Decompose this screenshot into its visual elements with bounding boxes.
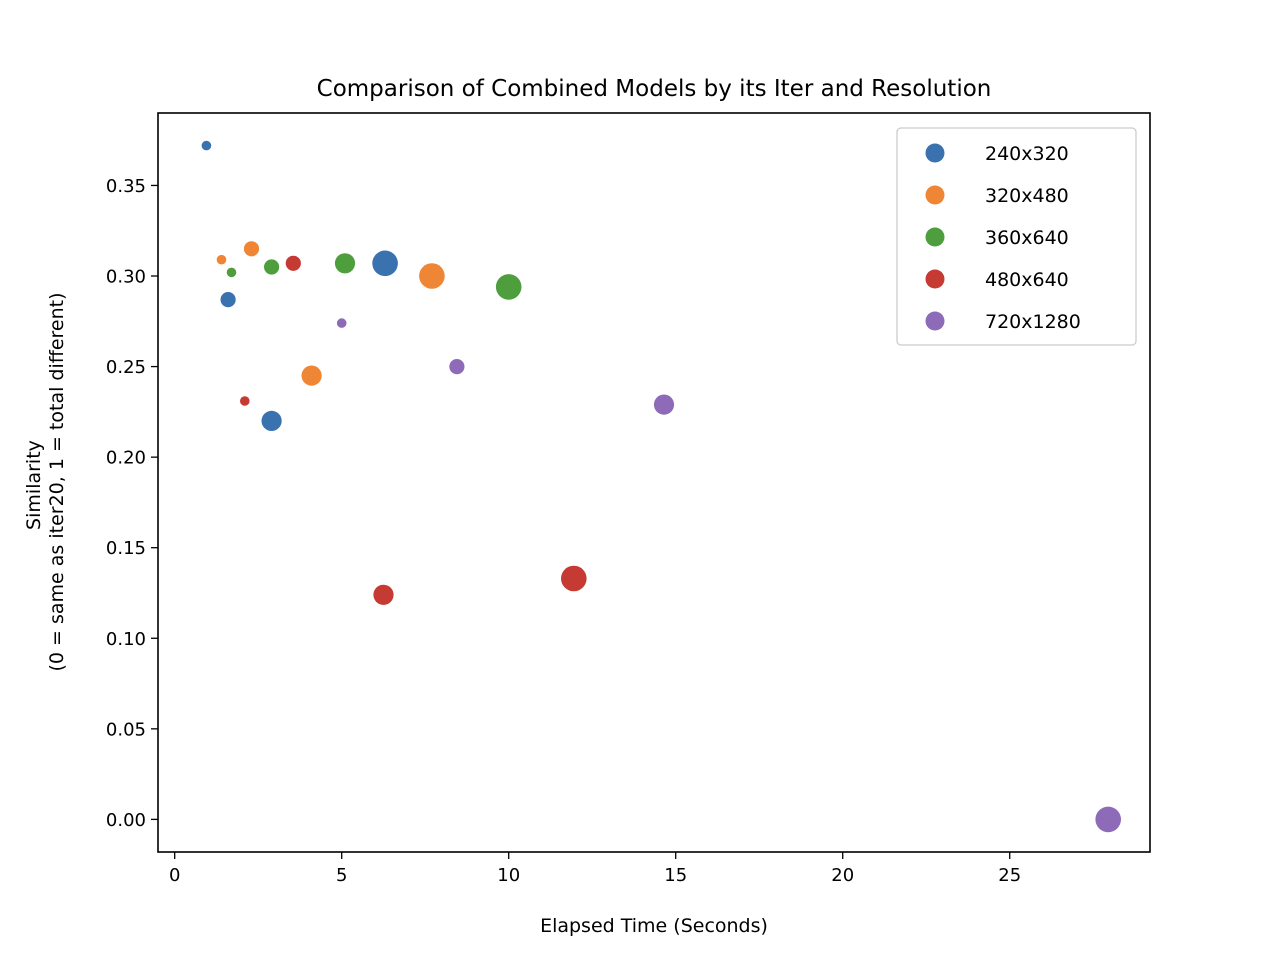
point-320x480-3: [301, 365, 322, 386]
point-720x1280-1: [336, 318, 347, 328]
legend-box: [896, 127, 1137, 346]
chart-title: Comparison of Combined Models by its Ite…: [317, 76, 992, 102]
point-240x320-4: [372, 250, 398, 277]
point-320x480-4: [419, 263, 445, 289]
y-tick-label-3: 0.15: [106, 538, 146, 559]
y-axis-label-line-2: (0 = same as iter20, 1 = total different…: [46, 292, 68, 671]
y-tick-label-5: 0.25: [106, 357, 146, 378]
point-360x640-1: [226, 267, 237, 278]
y-tick-label-6: 0.30: [106, 267, 146, 288]
point-320x480-1: [216, 254, 227, 265]
point-360x640-3: [334, 253, 356, 274]
x-axis: 0 5 10 15 20 25: [169, 852, 1021, 886]
point-480x640-4: [561, 565, 587, 592]
legend-marker-480x640: [925, 269, 945, 289]
legend-marker-720x1280: [925, 311, 945, 331]
point-240x320-2: [220, 292, 236, 308]
data-points: [201, 140, 1121, 833]
legend-marker-240x320: [925, 143, 945, 163]
point-720x1280-4: [1095, 806, 1121, 833]
y-tick-label-0: 0.00: [106, 810, 146, 831]
y-tick-label-7: 0.35: [106, 176, 146, 197]
y-axis-label: Similarity (0 = same as iter20, 1 = tota…: [23, 292, 68, 671]
point-320x480-2: [243, 241, 260, 257]
legend-label-240x320: 240x320: [985, 143, 1069, 165]
legend-marker-360x640: [925, 227, 945, 247]
x-tick-label-0: 0: [169, 865, 180, 886]
point-240x320-3: [261, 410, 282, 431]
legend-label-360x640: 360x640: [985, 227, 1069, 249]
legend-marker-320x480: [925, 185, 945, 205]
y-tick-label-2: 0.10: [106, 629, 146, 650]
legend-label-320x480: 320x480: [985, 185, 1069, 207]
legend: 240x320 320x480 360x640 480x640 720x1280: [896, 127, 1137, 346]
point-360x640-4: [495, 274, 522, 300]
x-tick-label-4: 20: [831, 865, 854, 886]
x-tick-label-3: 15: [664, 865, 687, 886]
y-tick-label-4: 0.20: [106, 448, 146, 469]
y-axis-label-line-1: Similarity: [23, 440, 45, 530]
x-tick-label-5: 25: [998, 865, 1021, 886]
point-240x320-1: [201, 140, 212, 151]
y-tick-label-1: 0.05: [106, 719, 146, 740]
point-720x1280-2: [449, 359, 465, 375]
point-480x640-3: [373, 584, 394, 605]
point-360x640-2: [264, 259, 280, 275]
legend-label-720x1280: 720x1280: [985, 311, 1081, 333]
legend-label-480x640: 480x640: [985, 269, 1069, 291]
x-axis-label: Elapsed Time (Seconds): [540, 915, 768, 937]
x-tick-label-2: 10: [497, 865, 520, 886]
point-720x1280-3: [653, 394, 675, 415]
point-480x640-2: [285, 255, 301, 271]
x-tick-label-1: 5: [336, 865, 347, 886]
y-axis: 0.00 0.05 0.10 0.15 0.20 0.25 0.30 0.35: [106, 176, 158, 831]
point-480x640-1: [240, 396, 250, 406]
